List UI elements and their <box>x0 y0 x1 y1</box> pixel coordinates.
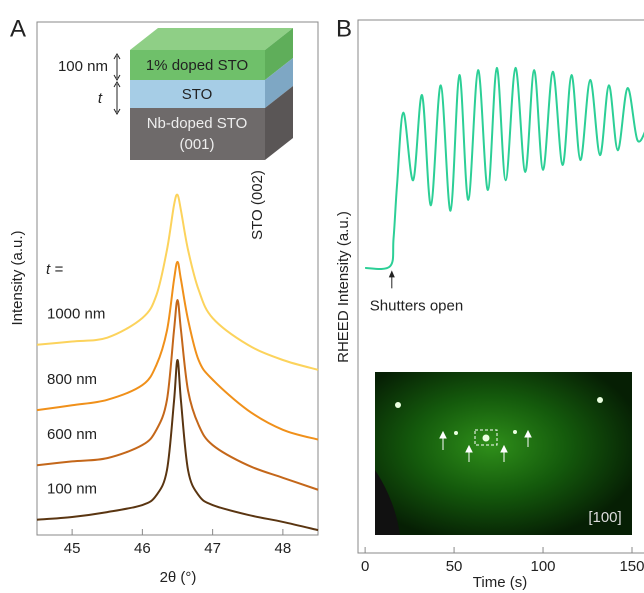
rheed-image <box>375 372 632 535</box>
x-axis-label: Time (s) <box>473 574 527 591</box>
x-tick-label: 48 <box>275 540 292 557</box>
layer-label: (001) <box>179 136 214 153</box>
x-tick-label: 46 <box>134 540 151 557</box>
x-tick-label: 47 <box>204 540 221 557</box>
series-label: 100 nm <box>47 481 97 498</box>
inset-label: [100] <box>588 509 621 526</box>
data-line <box>36 359 319 532</box>
frame <box>357 19 644 554</box>
series-label: 1000 nm <box>47 306 105 323</box>
annotation: Shutters open <box>370 297 463 314</box>
x-tick-label: 0 <box>361 558 369 575</box>
series-label: 800 nm <box>47 371 97 388</box>
thickness-label: t <box>98 90 103 107</box>
y-axis-label: Intensity (a.u.) <box>9 230 26 325</box>
y-axis-label: RHEED Intensity (a.u.) <box>335 211 352 363</box>
schematic <box>113 28 293 160</box>
layer-label: STO <box>182 86 213 103</box>
x-tick-label: 150 <box>619 558 644 575</box>
data-line <box>36 299 319 491</box>
x-axis-label: 2θ (°) <box>160 569 197 586</box>
legend-title: t = <box>46 261 63 278</box>
data-line <box>36 260 319 441</box>
thickness-label: 100 nm <box>58 58 108 75</box>
data-line <box>365 66 644 270</box>
series-label: 600 nm <box>47 426 97 443</box>
layer-label: 1% doped STO <box>146 57 248 74</box>
layer-label: Nb-doped STO <box>147 115 248 132</box>
frame <box>36 21 319 536</box>
panel-label: A <box>10 15 26 42</box>
x-tick-label: 45 <box>64 540 81 557</box>
x-tick-label: 100 <box>531 558 556 575</box>
peak-annotation: STO (002) <box>249 170 266 240</box>
panel-label: B <box>336 15 352 42</box>
x-tick-label: 50 <box>446 558 463 575</box>
data-line <box>36 193 319 371</box>
annotation-arrowhead <box>388 270 395 278</box>
